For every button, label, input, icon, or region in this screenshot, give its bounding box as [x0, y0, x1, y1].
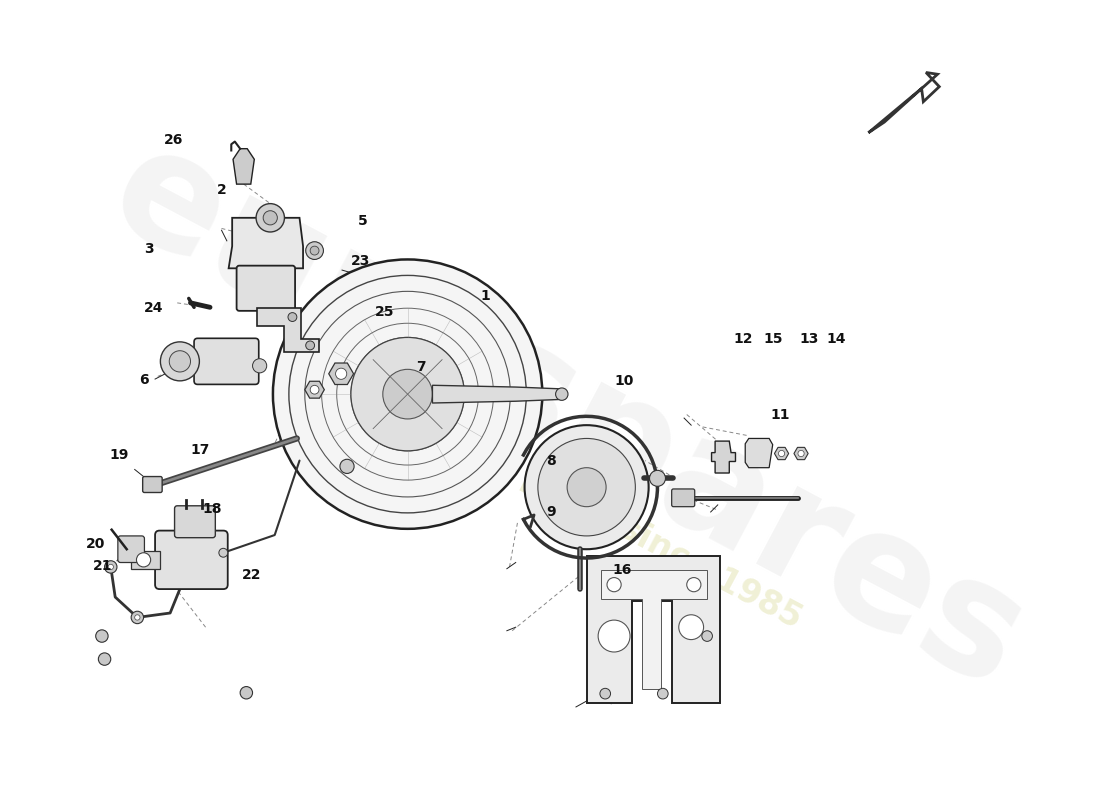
Text: 21: 21 — [92, 558, 112, 573]
Circle shape — [686, 578, 701, 592]
Text: 26: 26 — [164, 133, 184, 147]
Polygon shape — [329, 363, 353, 385]
Text: 8: 8 — [546, 454, 556, 467]
FancyBboxPatch shape — [236, 266, 295, 311]
Text: 5: 5 — [358, 214, 367, 228]
Text: 23: 23 — [351, 254, 371, 268]
Circle shape — [256, 204, 285, 232]
Circle shape — [658, 688, 668, 699]
Polygon shape — [432, 386, 560, 403]
Circle shape — [288, 313, 297, 322]
Circle shape — [679, 614, 704, 639]
Text: eurospares: eurospares — [85, 111, 1049, 722]
Circle shape — [598, 620, 630, 652]
Circle shape — [310, 246, 319, 255]
Circle shape — [525, 425, 649, 550]
Polygon shape — [257, 308, 319, 353]
Text: 22: 22 — [242, 569, 261, 582]
Polygon shape — [745, 438, 772, 468]
Circle shape — [649, 470, 666, 486]
Text: 7: 7 — [416, 360, 426, 374]
Circle shape — [136, 553, 151, 567]
Polygon shape — [229, 218, 304, 268]
FancyBboxPatch shape — [143, 477, 162, 493]
Circle shape — [104, 561, 117, 573]
Text: 16: 16 — [613, 563, 631, 578]
Polygon shape — [305, 382, 324, 398]
Text: 6: 6 — [140, 373, 150, 386]
Text: 11: 11 — [770, 407, 790, 422]
Text: 10: 10 — [614, 374, 634, 388]
Circle shape — [253, 358, 266, 373]
Circle shape — [607, 578, 621, 592]
Text: 2: 2 — [218, 183, 227, 197]
Circle shape — [219, 548, 228, 557]
Circle shape — [273, 259, 542, 529]
Circle shape — [240, 686, 253, 699]
Circle shape — [98, 653, 111, 666]
Circle shape — [306, 242, 323, 259]
FancyBboxPatch shape — [175, 506, 216, 538]
FancyBboxPatch shape — [672, 489, 695, 506]
Polygon shape — [233, 149, 254, 184]
Polygon shape — [794, 447, 808, 460]
Text: 3: 3 — [144, 242, 154, 256]
Text: 19: 19 — [109, 448, 129, 462]
Text: 17: 17 — [190, 443, 209, 457]
Circle shape — [169, 350, 190, 372]
FancyBboxPatch shape — [155, 530, 228, 589]
Text: 9: 9 — [546, 505, 556, 518]
Text: 1: 1 — [481, 289, 491, 303]
Circle shape — [340, 459, 354, 474]
Circle shape — [108, 564, 113, 570]
Polygon shape — [774, 447, 789, 460]
Circle shape — [336, 368, 346, 379]
Circle shape — [556, 388, 568, 400]
Text: a passion for parts since 1985: a passion for parts since 1985 — [292, 339, 807, 635]
Text: 25: 25 — [375, 305, 395, 318]
Circle shape — [351, 338, 464, 451]
Text: 13: 13 — [800, 332, 818, 346]
Circle shape — [798, 450, 804, 457]
Polygon shape — [131, 551, 160, 569]
Circle shape — [383, 370, 432, 419]
Circle shape — [131, 611, 144, 624]
Circle shape — [310, 386, 319, 394]
Circle shape — [600, 688, 610, 699]
Polygon shape — [712, 441, 736, 473]
Circle shape — [538, 438, 636, 536]
Circle shape — [161, 342, 199, 381]
Circle shape — [96, 630, 108, 642]
Circle shape — [134, 614, 140, 620]
Polygon shape — [587, 556, 720, 702]
Text: 24: 24 — [144, 301, 164, 315]
Circle shape — [568, 468, 606, 506]
Polygon shape — [601, 570, 707, 690]
Circle shape — [779, 450, 784, 457]
Circle shape — [306, 341, 315, 350]
Text: 15: 15 — [763, 332, 783, 346]
FancyBboxPatch shape — [118, 536, 144, 562]
Circle shape — [263, 210, 277, 225]
FancyBboxPatch shape — [194, 338, 258, 384]
Text: 18: 18 — [202, 502, 222, 516]
Text: 20: 20 — [86, 538, 106, 551]
Text: 12: 12 — [733, 332, 752, 346]
Circle shape — [702, 630, 713, 642]
Text: 14: 14 — [826, 332, 846, 346]
